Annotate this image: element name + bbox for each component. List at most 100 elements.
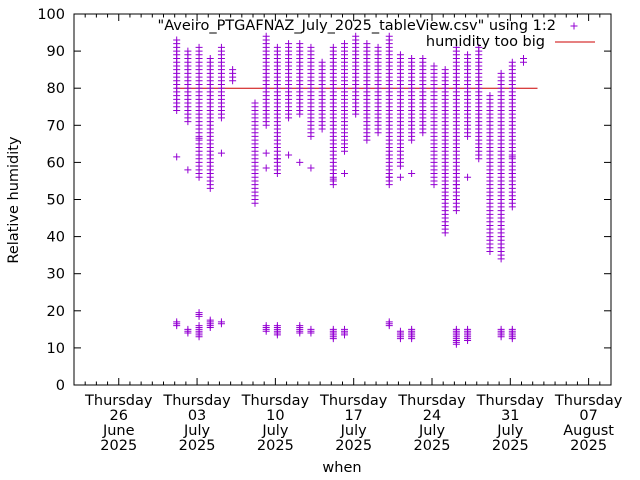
data-point xyxy=(396,327,404,335)
data-point xyxy=(195,322,203,330)
y-tick-label: 100 xyxy=(37,7,65,23)
data-point xyxy=(464,173,472,181)
data-point xyxy=(217,149,225,157)
data-point xyxy=(307,164,315,172)
data-point xyxy=(229,66,237,74)
data-point xyxy=(385,32,393,40)
data-point xyxy=(318,58,326,66)
data-point xyxy=(206,55,214,63)
data-point xyxy=(273,43,281,51)
x-tick-label: 2025 xyxy=(100,438,137,454)
data-point xyxy=(273,322,281,330)
y-tick-label: 0 xyxy=(56,378,65,394)
data-point xyxy=(396,173,404,181)
data-point xyxy=(385,318,393,326)
data-point xyxy=(173,318,181,326)
x-tick-label: Thursday xyxy=(162,393,231,409)
data-point xyxy=(408,170,416,178)
data-point xyxy=(452,181,460,189)
data-point xyxy=(296,158,304,166)
x-tick-label: 2025 xyxy=(492,438,529,454)
data-point xyxy=(441,66,449,74)
data-point xyxy=(486,92,494,100)
data-point xyxy=(195,309,203,317)
data-point xyxy=(341,170,348,178)
data-point xyxy=(419,55,427,63)
y-axis-label: Relative humidity xyxy=(6,136,22,264)
data-point xyxy=(520,55,527,63)
x-tick-label: June xyxy=(102,423,135,439)
data-point xyxy=(329,43,337,51)
data-point xyxy=(497,69,505,77)
data-point xyxy=(262,164,270,172)
y-tick-label: 60 xyxy=(47,155,65,171)
y-tick-label: 20 xyxy=(47,304,65,320)
data-point xyxy=(285,151,293,159)
data-point xyxy=(341,325,348,333)
x-tick-label: July xyxy=(418,423,445,439)
data-point xyxy=(452,325,460,333)
data-point xyxy=(374,43,382,51)
data-point xyxy=(184,325,192,333)
x-tick-label: July xyxy=(340,423,367,439)
data-point xyxy=(508,58,516,66)
y-tick-label: 30 xyxy=(47,267,65,283)
x-tick-label: August xyxy=(563,423,614,439)
data-point xyxy=(273,155,281,163)
data-point xyxy=(173,153,181,161)
x-tick-label: 2025 xyxy=(335,438,372,454)
data-point xyxy=(206,316,214,324)
x-tick-label: 03 xyxy=(188,408,206,424)
data-point xyxy=(262,322,270,330)
data-point xyxy=(307,325,315,333)
x-tick-label: 07 xyxy=(579,408,597,424)
data-point xyxy=(285,40,293,48)
data-point xyxy=(497,325,505,333)
legend-label-dataset: "Aveiro_PTGAFNAZ_July_2025_tableView.csv… xyxy=(158,18,556,34)
data-point xyxy=(251,99,259,107)
x-tick-label: Thursday xyxy=(476,393,545,409)
x-tick-label: 24 xyxy=(423,408,441,424)
x-axis-label: when xyxy=(322,460,361,476)
data-point xyxy=(184,47,192,55)
y-tick-label: 40 xyxy=(47,230,65,246)
legend: "Aveiro_PTGAFNAZ_July_2025_tableView.csv… xyxy=(158,18,595,50)
y-tick-label: 50 xyxy=(47,193,65,209)
data-points xyxy=(173,22,578,348)
x-tick-label: 31 xyxy=(501,408,519,424)
data-point xyxy=(408,55,416,63)
data-point xyxy=(430,62,438,70)
data-point xyxy=(329,325,337,333)
data-point xyxy=(184,166,192,174)
data-point xyxy=(329,175,337,183)
data-point xyxy=(195,134,203,142)
x-tick-label: July xyxy=(183,423,210,439)
data-point xyxy=(475,43,483,51)
data-point xyxy=(363,40,371,48)
x-tick-label: 2025 xyxy=(257,438,294,454)
data-point xyxy=(385,151,393,159)
x-tick-label: Thursday xyxy=(319,393,388,409)
x-tick-label: 26 xyxy=(110,408,128,424)
data-point xyxy=(464,51,472,59)
data-point xyxy=(296,322,304,330)
data-point xyxy=(341,40,348,48)
x-tick-label: July xyxy=(496,423,523,439)
data-point xyxy=(464,325,472,333)
y-tick-label: 90 xyxy=(47,44,65,60)
x-tick-label: Thursday xyxy=(84,393,153,409)
x-tick-label: 2025 xyxy=(414,438,451,454)
data-point xyxy=(296,40,304,48)
data-point xyxy=(508,170,516,178)
x-tick-label: Thursday xyxy=(241,393,310,409)
data-point xyxy=(195,43,203,51)
data-point xyxy=(396,51,404,59)
data-point xyxy=(217,43,225,51)
legend-marker-dataset xyxy=(570,22,578,30)
x-tick-label: Thursday xyxy=(397,393,466,409)
data-point xyxy=(452,43,460,51)
data-point xyxy=(173,36,181,44)
data-point xyxy=(408,325,416,333)
data-point xyxy=(385,173,393,181)
